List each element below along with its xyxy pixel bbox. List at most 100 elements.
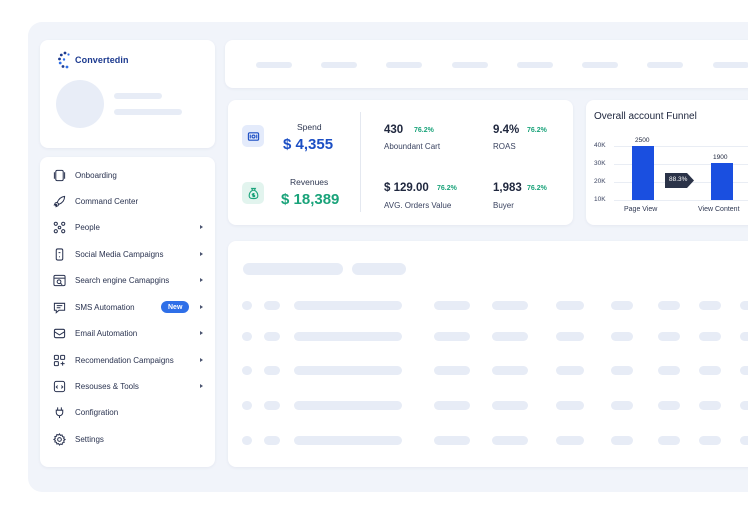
table-cell-placeholder [242, 366, 252, 375]
metrics-card: Spend $ 4,355 Revenues $ 18,389 430 76.2… [228, 100, 573, 225]
data-table-card [228, 241, 748, 467]
sidebar-item-command-center[interactable]: Command Center [40, 188, 215, 214]
table-cell-placeholder [264, 401, 280, 410]
search-browser-icon [52, 273, 67, 288]
email-icon [52, 326, 67, 341]
chart-title: Overall account Funnel [594, 111, 697, 122]
table-cell-placeholder [434, 366, 470, 375]
grid-plus-icon [52, 353, 67, 368]
table-cell-placeholder [740, 332, 748, 341]
header-placeholder [713, 62, 748, 68]
sidebar-item-onboarding[interactable]: Onboarding [40, 162, 215, 188]
avg-order-value: $ 129.00 [384, 182, 429, 194]
avatar[interactable] [56, 80, 104, 128]
brand-name: Convertedin [75, 55, 129, 65]
bar-view-content[interactable] [711, 163, 733, 200]
table-cell-placeholder [492, 332, 528, 341]
table-cell-placeholder [294, 366, 402, 375]
table-tab-placeholder[interactable] [243, 263, 343, 275]
chevron-right-icon [200, 358, 203, 362]
buyer-label: Buyer [493, 201, 514, 210]
revenues-label: Revenues [290, 177, 329, 187]
table-cell-placeholder [242, 436, 252, 445]
sidebar-item-settings[interactable]: Settings [40, 426, 215, 452]
table-cell-placeholder [699, 301, 721, 310]
chevron-right-icon [200, 305, 203, 309]
sidebar-item-email-automation[interactable]: Email Automation [40, 320, 215, 346]
sidebar-item-sms-automation[interactable]: SMS Automation New [40, 294, 215, 320]
header-placeholder [321, 62, 357, 68]
money-bag-icon [242, 182, 264, 204]
wallet-icon [242, 125, 264, 147]
table-cell-placeholder [699, 436, 721, 445]
chevron-right-icon [200, 384, 203, 388]
table-cell-placeholder [556, 366, 584, 375]
table-cell-placeholder [294, 332, 402, 341]
conversion-rate-label: 88.3% [669, 176, 688, 183]
y-tick-label: 20K [594, 178, 606, 185]
table-cell-placeholder [658, 401, 680, 410]
sidebar-item-recommendation-campaigns[interactable]: Recomendation Campaigns [40, 347, 215, 373]
sidebar-item-label: Recomendation Campaigns [75, 355, 174, 365]
table-cell-placeholder [611, 332, 633, 341]
onboarding-icon [52, 168, 67, 183]
table-cell-placeholder [294, 301, 402, 310]
avg-order-change: 76.2% [437, 185, 457, 192]
spend-label: Spend [297, 122, 322, 132]
header-placeholder [452, 62, 488, 68]
y-tick-label: 30K [594, 160, 606, 167]
funnel-chart-card: Overall account Funnel 40K 30K 20K 10K 2… [586, 100, 748, 225]
abandoned-cart-value: 430 [384, 124, 404, 136]
sidebar-item-social-media-campaigns[interactable]: Social Media Campaigns [40, 241, 215, 267]
table-cell-placeholder [264, 436, 280, 445]
table-cell-placeholder [658, 436, 680, 445]
brand-logo[interactable]: Convertedin [58, 51, 129, 69]
sidebar-item-configuration[interactable]: Configration [40, 399, 215, 425]
spend-value: $ 4,355 [283, 136, 334, 153]
sidebar-item-label: Command Center [75, 196, 139, 206]
user-role-placeholder [114, 109, 182, 115]
sidebar-item-label: SMS Automation [75, 302, 135, 312]
phone-icon [52, 247, 67, 262]
table-cell-placeholder [556, 401, 584, 410]
sidebar-item-search-engine-campaigns[interactable]: Search engine Camapgins [40, 267, 215, 293]
revenues-value: $ 18,389 [281, 191, 340, 208]
sidebar-item-people[interactable]: People [40, 214, 215, 240]
table-cell-placeholder [492, 401, 528, 410]
bar-page-view[interactable] [632, 146, 654, 200]
sidebar-item-label: Settings [75, 434, 104, 444]
x-tick-label: View Content [698, 206, 740, 213]
abandoned-cart-change: 76.2% [414, 127, 434, 134]
roas-value: 9.4% [493, 124, 520, 136]
table-cell-placeholder [434, 332, 470, 341]
bar-data-label: 1900 [713, 154, 728, 162]
abandoned-cart-label: Aboundant Cart [384, 142, 441, 151]
buyer-change: 76.2% [527, 185, 547, 192]
table-cell-placeholder [264, 301, 280, 310]
people-icon [52, 220, 67, 235]
user-name-placeholder [114, 93, 162, 99]
sidebar-item-label: Search engine Camapgins [75, 275, 170, 285]
table-cell-placeholder [611, 436, 633, 445]
table-cell-placeholder [740, 401, 748, 410]
table-cell-placeholder [658, 332, 680, 341]
table-cell-placeholder [556, 332, 584, 341]
table-cell-placeholder [611, 366, 633, 375]
table-tab-placeholder[interactable] [352, 263, 406, 275]
gridline [614, 146, 748, 147]
sidebar-item-label: People [75, 222, 100, 232]
rocket-icon [52, 194, 67, 209]
table-cell-placeholder [492, 436, 528, 445]
buyer-value: 1,983 [493, 182, 522, 194]
sidebar-item-label: Social Media Campaigns [75, 249, 164, 259]
gear-icon [52, 432, 67, 447]
table-cell-placeholder [556, 301, 584, 310]
sidebar-item-resources-tools[interactable]: Resouses & Tools [40, 373, 215, 399]
table-cell-placeholder [740, 436, 748, 445]
x-tick-label: Page View [624, 206, 658, 213]
table-cell-placeholder [294, 436, 402, 445]
metrics-divider [360, 112, 361, 212]
sidebar-item-label: Resouses & Tools [75, 381, 139, 391]
plug-icon [52, 405, 67, 420]
sidebar-item-label: Email Automation [75, 328, 138, 338]
